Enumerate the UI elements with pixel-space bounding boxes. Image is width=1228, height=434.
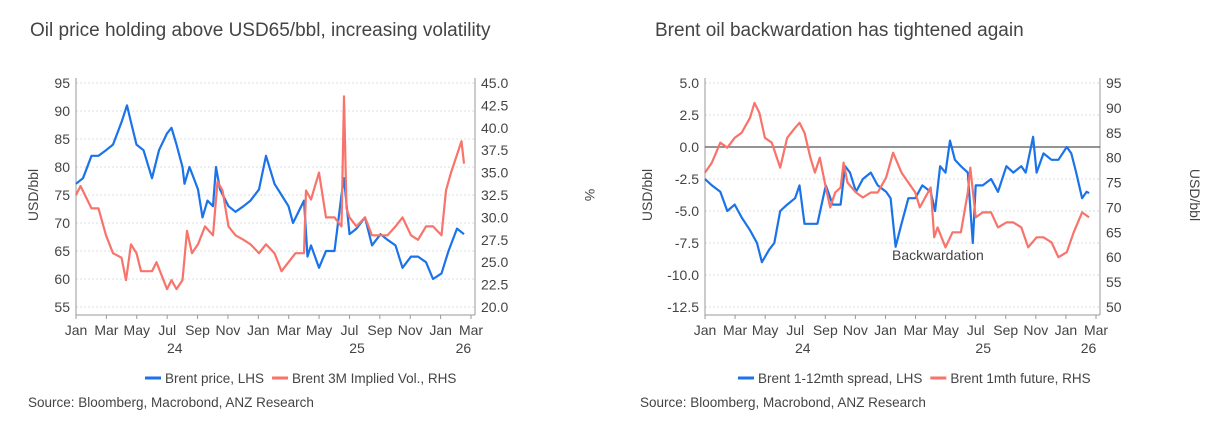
x-tick-label: Mar: [277, 322, 301, 338]
y-tick-label: 65: [54, 243, 70, 259]
y2-tick-label: 42.5: [481, 97, 508, 113]
x-tick-label: Mar: [459, 322, 483, 338]
y2-tick-label: 90: [1106, 100, 1122, 116]
y2-axis-label: USD/bbl: [1187, 169, 1203, 221]
x-tick-label: Nov: [398, 322, 423, 338]
y2-tick-label: 65: [1106, 224, 1122, 240]
x-tick-label: Mar: [94, 322, 118, 338]
y-tick-label: 2.5: [680, 107, 700, 123]
x-tick-label: Mar: [903, 322, 927, 338]
x-tick-label: Nov: [215, 322, 240, 338]
y-tick-label: -10.0: [667, 267, 699, 283]
source-note: Source: Bloomberg, Macrobond, ANZ Resear…: [640, 395, 926, 410]
y-tick-label: 60: [54, 271, 70, 287]
y-tick-label: -5.0: [675, 203, 699, 219]
y-tick-label: 0.0: [680, 139, 700, 155]
x-tick-label: Sep: [813, 322, 838, 338]
y2-tick-label: 35.0: [481, 165, 508, 181]
series-line-1: [75, 104, 465, 281]
y2-tick-label: 45.0: [481, 75, 508, 91]
x-year-label: 26: [1081, 340, 1097, 356]
y2-axis-label: %: [582, 189, 598, 201]
x-year-label: 25: [975, 340, 991, 356]
chart-1: Oil price holding above USD65/bbl, incre…: [25, 20, 598, 410]
x-tick-label: May: [124, 322, 150, 338]
y-tick-label: 80: [54, 159, 70, 175]
x-tick-label: Sep: [367, 322, 392, 338]
y2-tick-label: 75: [1106, 175, 1122, 191]
y2-tick-label: 22.5: [481, 277, 508, 293]
y2-tick-label: 25.0: [481, 254, 508, 270]
x-year-label: 25: [349, 340, 365, 356]
legend-label: Brent 1mth future, RHS: [950, 371, 1090, 386]
y-tick-label: 75: [54, 187, 70, 203]
x-year-label: 24: [795, 340, 811, 356]
y2-tick-label: 40.0: [481, 120, 508, 136]
x-tick-label: Jul: [341, 322, 359, 338]
x-tick-label: Jul: [967, 322, 985, 338]
series-line-2: [704, 101, 1090, 259]
y2-tick-label: 32.5: [481, 187, 508, 203]
legend-label: Brent price, LHS: [165, 371, 264, 386]
x-tick-label: Jan: [1055, 322, 1078, 338]
y-axis-label: USD/bbl: [25, 169, 41, 221]
x-tick-label: May: [752, 322, 778, 338]
y2-tick-label: 95: [1106, 75, 1122, 91]
x-tick-label: Jan: [694, 322, 717, 338]
x-tick-label: Jan: [874, 322, 897, 338]
x-tick-label: Jul: [786, 322, 804, 338]
y-axis-label: USD/bbl: [639, 169, 655, 221]
y2-tick-label: 70: [1106, 199, 1122, 215]
x-tick-label: Nov: [843, 322, 868, 338]
y-tick-label: 85: [54, 131, 70, 147]
series-line-2: [75, 95, 466, 291]
x-tick-label: Mar: [723, 322, 747, 338]
legend-label: Brent 1-12mth spread, LHS: [758, 371, 922, 386]
y-tick-label: 55: [54, 299, 70, 315]
y2-tick-label: 85: [1106, 125, 1122, 141]
x-tick-label: May: [306, 322, 332, 338]
chart-title: Brent oil backwardation has tightened ag…: [655, 20, 1024, 41]
y2-tick-label: 20.0: [481, 299, 508, 315]
source-note: Source: Bloomberg, Macrobond, ANZ Resear…: [28, 395, 314, 410]
y-tick-label: 70: [54, 215, 70, 231]
annotation-label: Backwardation: [892, 247, 984, 263]
y2-tick-label: 55: [1106, 274, 1122, 290]
series-line-1: [704, 135, 1090, 264]
y-tick-label: 5.0: [680, 75, 700, 91]
x-tick-label: Mar: [1084, 322, 1108, 338]
x-tick-label: May: [932, 322, 958, 338]
x-year-label: 24: [167, 340, 183, 356]
x-tick-label: Jan: [429, 322, 452, 338]
chart-title: Oil price holding above USD65/bbl, incre…: [30, 20, 491, 41]
y2-tick-label: 50: [1106, 299, 1122, 315]
y-tick-label: 90: [54, 103, 70, 119]
y2-tick-label: 30.0: [481, 209, 508, 225]
legend-label: Brent 3M Implied Vol., RHS: [292, 371, 456, 386]
x-tick-label: Jan: [65, 322, 88, 338]
y-tick-label: -12.5: [667, 299, 699, 315]
chart-2: Brent oil backwardation has tightened ag…: [639, 20, 1203, 410]
x-tick-label: Jan: [247, 322, 270, 338]
x-tick-label: Nov: [1023, 322, 1048, 338]
x-tick-label: Jul: [158, 322, 176, 338]
y-tick-label: 95: [54, 75, 70, 91]
x-tick-label: Sep: [993, 322, 1018, 338]
y-tick-label: -2.5: [675, 171, 699, 187]
y-tick-label: -7.5: [675, 235, 699, 251]
x-tick-label: Sep: [185, 322, 210, 338]
y2-tick-label: 27.5: [481, 232, 508, 248]
x-year-label: 26: [456, 340, 472, 356]
y2-tick-label: 37.5: [481, 142, 508, 158]
y2-tick-label: 60: [1106, 249, 1122, 265]
y2-tick-label: 80: [1106, 150, 1122, 166]
